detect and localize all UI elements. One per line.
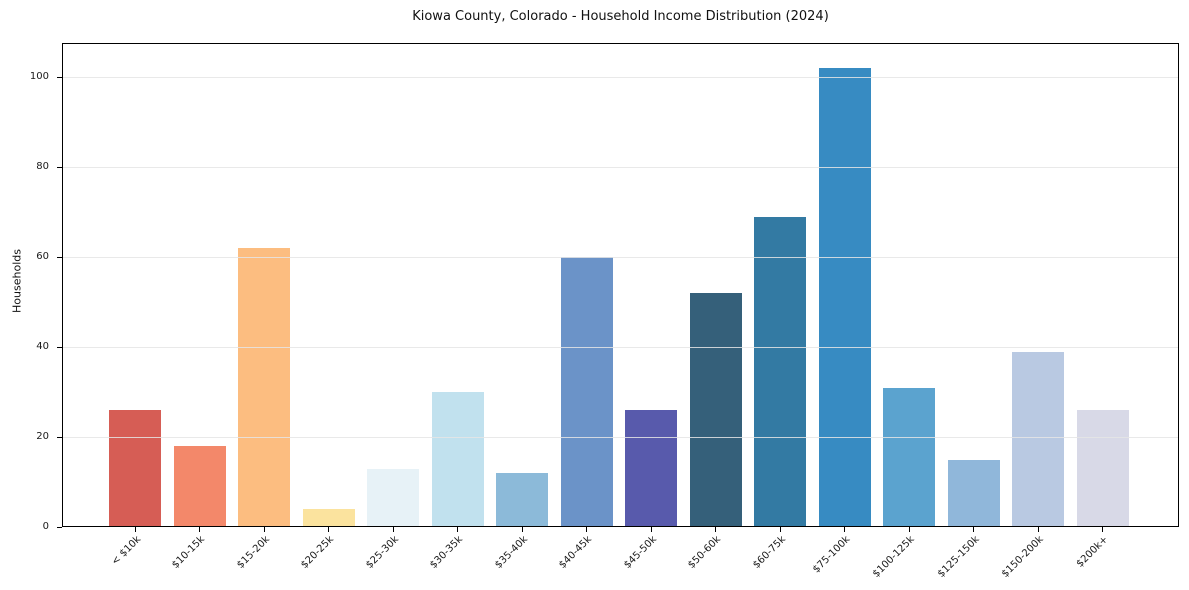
bar-$45-50k (625, 410, 677, 527)
x-tick-label-$125-150k: $125-150k (935, 534, 982, 580)
gridline-20 (62, 436, 1179, 438)
bar-$75-100k (818, 68, 871, 527)
x-tick-mark (844, 527, 846, 532)
y-tick-mark-60 (57, 256, 62, 258)
x-tick-label-$100-125k: $100-125k (870, 534, 917, 580)
x-tick-mark (134, 527, 136, 532)
bar-$15-20k (238, 248, 290, 527)
x-tick-label-$75-100k: $75-100k (810, 534, 853, 576)
y-tick-mark-0 (57, 526, 62, 528)
y-tick-label-60: 60 (36, 251, 49, 262)
bar-$25-30k (367, 468, 419, 527)
x-tick-mark (1102, 527, 1104, 532)
x-tick-label-$45-50k: $45-50k (621, 534, 659, 571)
x-tick-label-$200k+: $200k+ (1074, 534, 1111, 570)
bar-$20-25k (302, 509, 355, 527)
x-tick-mark (973, 527, 975, 532)
x-tick-label-$10-15k: $10-15k (170, 534, 208, 571)
bar-$60-75k (754, 216, 806, 527)
x-tick-label-$25-30k: $25-30k (363, 534, 401, 571)
bar-$10-15k (173, 446, 226, 527)
x-tick-label-$40-45k: $40-45k (557, 534, 595, 571)
gridline-60 (62, 256, 1179, 258)
y-tick-label-100: 100 (29, 71, 49, 82)
x-tick-label-$35-40k: $35-40k (492, 534, 530, 571)
bar-$50-60k (689, 293, 742, 527)
chart-title: Kiowa County, Colorado - Household Incom… (412, 9, 829, 24)
x-tick-label-$15-20k: $15-20k (234, 534, 272, 571)
x-tick-mark (521, 527, 523, 532)
bar-< $10k (109, 410, 161, 527)
x-tick-label-< $10k: < $10k (109, 534, 143, 568)
x-tick-label-$150-200k: $150-200k (999, 534, 1046, 580)
bar-$40-45k (560, 257, 613, 527)
y-tick-mark-100 (57, 76, 62, 78)
bar-$125-150k (947, 459, 1000, 527)
x-tick-label-$60-75k: $60-75k (750, 534, 788, 571)
gridline-40 (62, 346, 1179, 348)
bar-$100-125k (883, 387, 935, 527)
y-tick-label-0: 0 (42, 521, 49, 532)
x-tick-mark (650, 527, 652, 532)
y-tick-label-20: 20 (36, 431, 49, 442)
y-tick-mark-80 (57, 166, 62, 168)
x-tick-mark (457, 527, 459, 532)
x-tick-mark (715, 527, 717, 532)
y-tick-label-40: 40 (36, 341, 49, 352)
gridline-100 (62, 76, 1179, 78)
x-tick-label-$50-60k: $50-60k (686, 534, 724, 571)
x-tick-mark (586, 527, 588, 532)
x-tick-mark (263, 527, 265, 532)
x-tick-label-$20-25k: $20-25k (299, 534, 337, 571)
plot-area: 0 20 40 60 80 100 < $10k $10-15k $15-20k $20-25k… (30, 43, 1179, 580)
y-tick-label-80: 80 (36, 161, 49, 172)
y-tick-mark-40 (57, 346, 62, 348)
y-tick-mark-20 (57, 436, 62, 438)
bar-$150-200k (1012, 351, 1064, 527)
bar-$35-40k (496, 473, 548, 527)
x-tick-label-$30-35k: $30-35k (428, 534, 466, 571)
x-tick-mark (779, 527, 781, 532)
bar-$200k+ (1076, 410, 1129, 527)
bar-$30-35k (431, 392, 484, 527)
x-tick-mark (908, 527, 910, 532)
x-tick-mark (199, 527, 201, 532)
gridline-80 (62, 166, 1179, 168)
x-tick-mark (328, 527, 330, 532)
x-tick-mark (392, 527, 394, 532)
x-tick-mark (1037, 527, 1039, 532)
